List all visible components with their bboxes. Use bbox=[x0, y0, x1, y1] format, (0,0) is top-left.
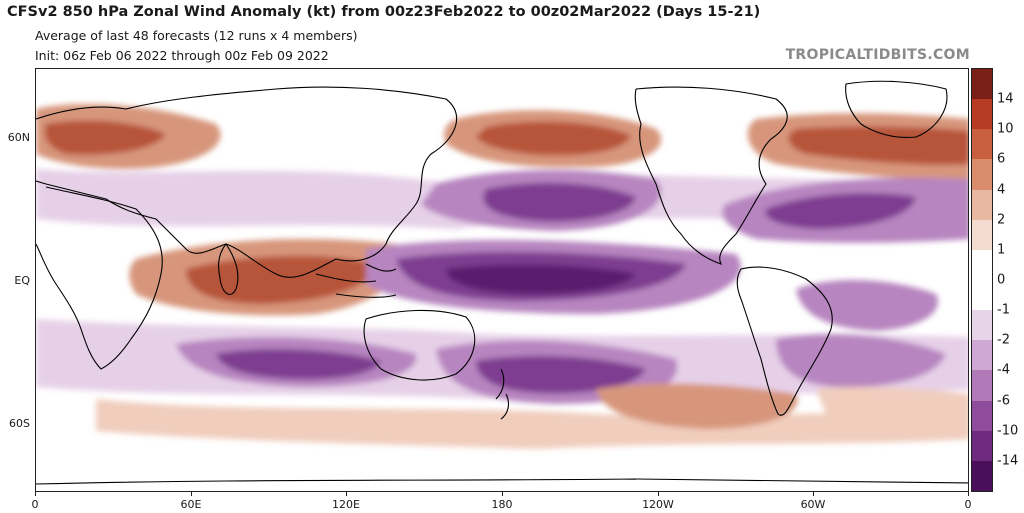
coast-new-zealand bbox=[495, 368, 510, 420]
coast-australia bbox=[363, 309, 476, 381]
colorbar-segment bbox=[972, 69, 992, 100]
easterly-brazil bbox=[776, 334, 946, 388]
lon-label-180: 180 bbox=[491, 498, 513, 511]
colorbar-label: -6 bbox=[997, 393, 1010, 409]
lon-tick bbox=[35, 492, 36, 496]
easterly-south-indian-core bbox=[216, 349, 381, 380]
coast-north-america bbox=[634, 86, 788, 265]
lon-tick bbox=[658, 492, 659, 496]
coast-south-america bbox=[736, 266, 833, 416]
lon-label-0-east: 0 bbox=[964, 498, 972, 511]
coast-eurasia bbox=[36, 86, 458, 278]
anomaly-map bbox=[36, 80, 968, 485]
westerly-north-pacific-core bbox=[476, 121, 631, 156]
westerly-europe-core bbox=[44, 120, 166, 155]
watermark: TROPICALTIDBITS.COM bbox=[785, 47, 970, 63]
colorbar-label: -10 bbox=[997, 423, 1019, 439]
chart-subtitle-init: Init: 06z Feb 06 2022 through 00z Feb 09… bbox=[35, 48, 329, 63]
colorbar-label: -1 bbox=[997, 302, 1010, 318]
easterly-south-atlantic bbox=[796, 279, 938, 331]
coast-antarctica-edge bbox=[36, 478, 968, 485]
lon-label-60e: 60E bbox=[180, 498, 202, 511]
easterly-south-pacific-core bbox=[476, 355, 646, 394]
colorbar-segment bbox=[972, 430, 992, 462]
colorbar-label: 0 bbox=[997, 272, 1006, 288]
colorbar-segment bbox=[972, 310, 992, 341]
colorbar-label: 10 bbox=[997, 121, 1014, 137]
colorbar bbox=[971, 68, 993, 492]
coast-greenland bbox=[845, 80, 948, 138]
colorbar-segment bbox=[972, 340, 992, 371]
colorbar-segment bbox=[972, 280, 992, 311]
easterly-atlantic-core bbox=[765, 193, 916, 229]
lat-label-eq: EQ bbox=[14, 274, 30, 287]
westerly-southern-ocean bbox=[596, 383, 798, 429]
westerly-north-atlantic-core bbox=[788, 126, 968, 165]
lon-tick bbox=[346, 492, 347, 496]
anomaly-shading bbox=[36, 104, 968, 449]
coastlines bbox=[36, 80, 968, 485]
colorbar-segment bbox=[972, 129, 992, 160]
colorbar-label: 1 bbox=[997, 242, 1006, 258]
colorbar-segment bbox=[972, 159, 992, 191]
colorbar-segment bbox=[972, 99, 992, 130]
lat-label-60s: 60S bbox=[9, 417, 30, 430]
colorbar-segment bbox=[972, 370, 992, 402]
easterly-north-pacific-core bbox=[483, 182, 636, 222]
colorbar-segment bbox=[972, 189, 992, 221]
coast-india bbox=[218, 243, 239, 295]
lon-label-120w: 120W bbox=[642, 498, 674, 511]
colorbar-segment bbox=[972, 249, 992, 281]
colorbar-label: -14 bbox=[997, 453, 1019, 469]
chart-subtitle-average: Average of last 48 forecasts (12 runs x … bbox=[35, 28, 358, 43]
chart-title: CFSv2 850 hPa Zonal Wind Anomaly (kt) fr… bbox=[7, 4, 761, 20]
lon-tick bbox=[502, 492, 503, 496]
coast-africa bbox=[36, 186, 163, 370]
lon-label-0: 0 bbox=[31, 498, 39, 511]
map-panel bbox=[35, 68, 969, 492]
colorbar-segment bbox=[972, 460, 992, 492]
lon-tick bbox=[968, 492, 969, 496]
colorbar-segment bbox=[972, 219, 992, 251]
lon-label-120e: 120E bbox=[332, 498, 360, 511]
lon-tick bbox=[191, 492, 192, 496]
colorbar-label: -2 bbox=[997, 332, 1010, 348]
colorbar-label: -4 bbox=[997, 362, 1010, 378]
westerly-band-far-south bbox=[96, 399, 968, 449]
colorbar-label: 6 bbox=[997, 151, 1006, 167]
lon-label-60w: 60W bbox=[800, 498, 826, 511]
colorbar-label: 2 bbox=[997, 212, 1006, 228]
colorbar-label: 4 bbox=[997, 182, 1006, 198]
coast-maritime-continent bbox=[315, 263, 397, 298]
easterly-equatorial-pacific-deep bbox=[446, 264, 636, 295]
colorbar-label: 14 bbox=[997, 91, 1014, 107]
westerly-southern-ocean-2 bbox=[816, 386, 968, 425]
colorbar-segment bbox=[972, 400, 992, 432]
lat-label-60n: 60N bbox=[7, 131, 30, 144]
lon-tick bbox=[813, 492, 814, 496]
